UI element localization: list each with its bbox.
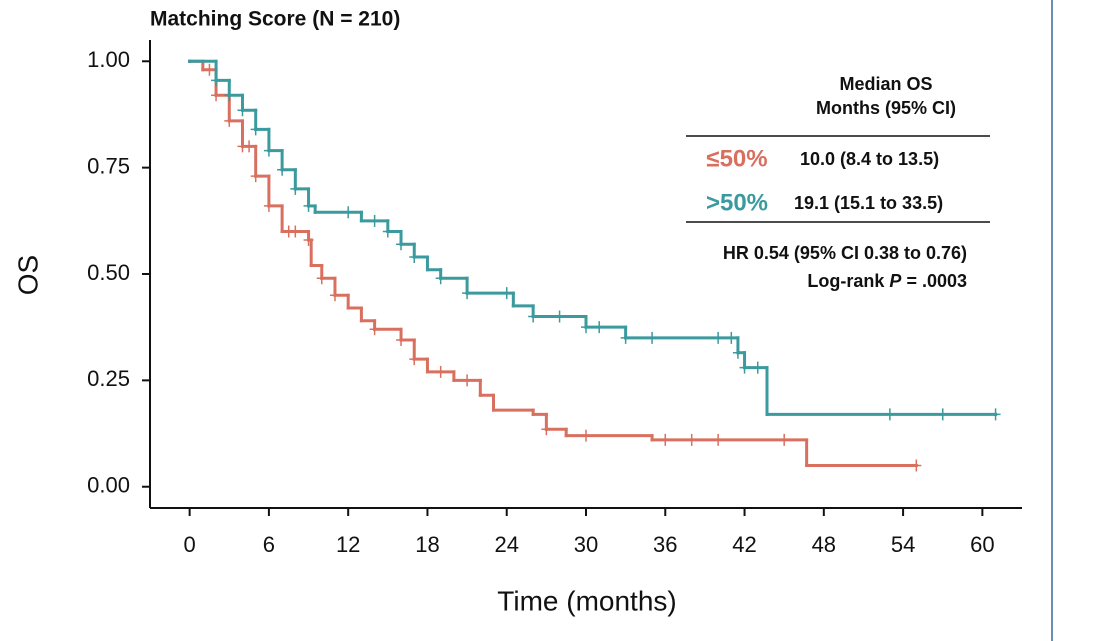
censor-mark: [581, 429, 591, 442]
censor-mark: [713, 433, 724, 446]
censor-mark: [329, 289, 340, 302]
legend-label: ≤50%: [706, 145, 767, 172]
x-tick-label: 24: [494, 532, 518, 557]
x-tick-label: 42: [732, 532, 756, 557]
censor-mark: [224, 114, 235, 127]
x-tick-label: 0: [184, 532, 196, 557]
x-tick-label: 30: [574, 532, 598, 557]
censor-mark: [990, 408, 1001, 421]
censor-mark: [779, 433, 790, 446]
censor-mark: [369, 323, 380, 336]
censor-mark: [726, 331, 737, 344]
censor-mark: [647, 331, 658, 344]
x-tick-label: 48: [812, 532, 836, 557]
censor-mark: [237, 104, 248, 117]
censor-mark: [396, 333, 407, 346]
censor-mark: [501, 287, 512, 300]
censor-mark: [732, 346, 743, 359]
censor-mark: [620, 331, 631, 344]
censor-mark: [884, 408, 895, 421]
censor-mark: [435, 272, 446, 285]
annotation: = .0003: [901, 271, 967, 291]
annotation: Log-rank P = .0003: [807, 271, 967, 291]
censor-mark: [462, 374, 473, 387]
censor-mark: [369, 214, 380, 227]
censor-mark: [277, 163, 288, 176]
x-tick-label: 18: [415, 532, 439, 557]
censor-mark: [660, 433, 671, 446]
censor-mark: [541, 423, 552, 436]
censor-mark: [224, 89, 235, 102]
censor-mark: [250, 123, 261, 136]
chart-title: Matching Score (N = 210): [150, 8, 400, 31]
y-tick-label: 1.00: [87, 47, 130, 72]
censor-mark: [211, 89, 222, 102]
annotation: Log-rank: [807, 271, 889, 291]
x-tick-label: 12: [336, 532, 360, 557]
x-tick-label: 36: [653, 532, 677, 557]
censor-mark: [316, 272, 327, 285]
censor-mark: [263, 199, 274, 212]
annotation: HR 0.54 (95% CI 0.38 to 0.76): [723, 243, 967, 263]
x-axis-label: Time (months): [497, 585, 676, 616]
censor-mark: [303, 199, 314, 212]
censor-mark: [462, 287, 473, 300]
y-tick-label: 0.50: [87, 260, 130, 285]
censor-mark: [713, 331, 724, 344]
censor-mark: [290, 182, 301, 195]
censor-mark: [594, 321, 605, 334]
censor-mark: [435, 365, 446, 378]
censor-mark: [937, 408, 948, 421]
y-tick-label: 0.00: [87, 473, 130, 498]
y-axis-label: OS: [12, 255, 43, 295]
censor-mark: [911, 459, 922, 472]
legend-label: >50%: [706, 189, 768, 216]
censor-mark: [409, 250, 420, 263]
censor-mark: [263, 144, 274, 157]
censor-mark: [581, 321, 591, 334]
censor-mark: [244, 140, 255, 153]
legend-title: Months (95% CI): [816, 98, 956, 118]
x-tick-label: 54: [891, 532, 915, 557]
censor-mark: [752, 361, 763, 374]
censor-mark: [739, 361, 750, 374]
censor-mark: [211, 74, 222, 87]
censor-mark: [396, 238, 407, 251]
x-tick-label: 6: [263, 532, 275, 557]
censor-mark: [303, 233, 314, 246]
annotation: P: [889, 271, 902, 291]
x-tick-label: 60: [970, 532, 994, 557]
y-tick-label: 0.25: [87, 366, 130, 391]
censor-mark: [204, 63, 215, 76]
legend-median: 19.1 (15.1 to 33.5): [794, 193, 943, 213]
censor-mark: [554, 310, 565, 323]
censor-mark: [250, 170, 261, 183]
censor-mark: [382, 225, 393, 238]
censor-mark: [290, 225, 301, 238]
censor-mark: [409, 353, 420, 366]
censor-mark: [343, 206, 354, 219]
y-tick-label: 0.75: [87, 153, 130, 178]
censor-mark: [686, 433, 697, 446]
legend-median: 10.0 (8.4 to 13.5): [800, 149, 939, 169]
censor-mark: [528, 310, 539, 323]
legend-title: Median OS: [839, 74, 932, 94]
